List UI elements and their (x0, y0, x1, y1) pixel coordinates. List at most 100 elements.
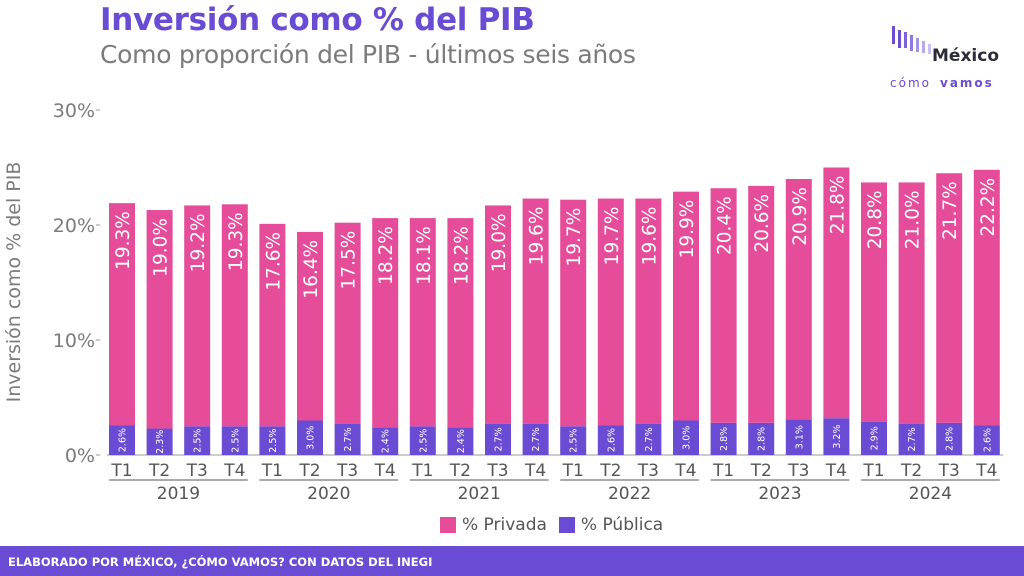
data-label-privada: 20.8% (865, 190, 886, 249)
data-label-publica: 2.3% (155, 430, 166, 454)
y-tick-label: 30% (53, 100, 95, 122)
bar-publica (597, 425, 624, 455)
x-tick-label-quarter: T1 (261, 461, 283, 481)
mexico-como-vamos-logo: México cómo vamos (890, 24, 1010, 94)
x-tick-label-year: 2022 (608, 484, 651, 504)
bar-publica (259, 426, 286, 455)
y-tick-label: 20% (53, 215, 95, 237)
bar-publica (221, 426, 248, 455)
data-label-publica: 2.5% (193, 429, 204, 453)
bar-publica (673, 420, 699, 455)
y-axis-label: Inversión como % del PIB (3, 162, 25, 403)
data-label-privada: 22.2% (978, 178, 999, 237)
bar-publica (710, 422, 737, 455)
x-tick-label-quarter: T2 (599, 461, 621, 481)
data-label-privada: 17.6% (263, 232, 284, 291)
bar-privada (485, 205, 511, 424)
x-tick-label-quarter: T4 (975, 461, 997, 481)
bar-privada (560, 199, 587, 427)
bar-privada (936, 173, 963, 423)
x-tick-label-quarter: T2 (449, 461, 471, 481)
legend-item-publica: % Pública (558, 515, 664, 535)
data-label-privada: 20.9% (790, 187, 811, 246)
data-label-publica: 2.5% (418, 429, 429, 453)
bar-publica (447, 427, 474, 455)
data-label-publica: 2.6% (118, 428, 129, 452)
x-tick-label-quarter: T3 (637, 461, 659, 481)
data-label-publica: 2.5% (268, 429, 279, 453)
data-label-publica: 2.6% (982, 428, 993, 452)
x-tick-label-quarter: T4 (825, 461, 847, 481)
data-label-privada: 19.6% (527, 207, 548, 266)
data-label-publica: 2.8% (945, 427, 956, 451)
bar-privada (259, 223, 286, 427)
data-label-publica: 2.8% (719, 427, 730, 451)
data-label-publica: 2.9% (870, 426, 881, 450)
data-label-publica: 2.5% (569, 429, 580, 453)
bar-publica (823, 418, 850, 455)
data-label-publica: 2.4% (381, 429, 392, 453)
bar-privada (748, 185, 775, 423)
bar-publica (485, 423, 511, 455)
data-label-privada: 19.2% (188, 213, 209, 272)
data-label-privada: 19.0% (489, 213, 510, 272)
legend-swatch-publica (558, 517, 575, 533)
bar-privada (522, 198, 549, 424)
x-tick-label-quarter: T1 (411, 461, 433, 481)
chart-title: Inversión como % del PIB (100, 2, 535, 38)
logo-sub-vamos: vamos (940, 76, 994, 90)
x-tick-label-quarter: T3 (938, 461, 960, 481)
x-tick-label-quarter: T3 (486, 461, 508, 481)
bar-privada (334, 222, 361, 424)
data-label-publica: 2.7% (343, 427, 354, 451)
data-label-privada: 19.3% (113, 211, 134, 270)
bar-publica (973, 425, 1000, 455)
data-label-privada: 18.2% (451, 226, 472, 285)
footer-bar: ELABORADO POR MÉXICO, ¿CÓMO VAMOS? CON D… (0, 546, 1024, 576)
data-label-privada: 18.2% (376, 226, 397, 285)
x-tick-label-quarter: T2 (298, 461, 320, 481)
data-label-privada: 18.1% (414, 226, 435, 285)
data-label-publica: 2.7% (531, 427, 542, 451)
bar-publica (748, 422, 775, 455)
data-label-privada: 19.7% (564, 208, 585, 267)
bar-publica (334, 423, 361, 455)
bar-publica (109, 425, 135, 455)
data-label-privada: 21.8% (827, 176, 848, 235)
logo-name: México (932, 46, 999, 66)
bar-publica (560, 426, 587, 455)
data-label-publica: 2.7% (494, 427, 505, 451)
logo-sub-como: cómo (890, 76, 931, 90)
bar-privada (898, 182, 925, 424)
bar-publica (635, 423, 662, 455)
bar-privada (184, 205, 211, 427)
data-label-publica: 2.4% (456, 429, 467, 453)
data-label-publica: 3.1% (794, 425, 805, 449)
bar-privada (409, 218, 436, 427)
bar-privada (973, 169, 1000, 426)
bar-privada (635, 198, 662, 424)
x-tick-label-quarter: T1 (712, 461, 734, 481)
x-tick-label-quarter: T2 (148, 461, 170, 481)
data-label-publica: 2.6% (606, 428, 617, 452)
footer-text: ELABORADO POR MÉXICO, ¿CÓMO VAMOS? CON D… (8, 555, 433, 569)
bar-privada (109, 203, 135, 426)
legend-swatch-privada (440, 517, 456, 533)
x-tick-label-quarter: T3 (186, 461, 208, 481)
x-tick-label-year: 2020 (307, 484, 350, 504)
data-label-privada: 19.7% (602, 207, 623, 266)
bar-publica (184, 426, 211, 455)
x-tick-label-quarter: T1 (862, 461, 884, 481)
data-label-privada: 21.0% (903, 190, 924, 249)
bar-publica (898, 423, 925, 455)
x-tick-label-year: 2024 (909, 484, 952, 504)
bar-privada (597, 198, 624, 426)
stacked-bar-chart: 0% 10% 20% 30% Inversión como % del PIB 19.3%… (3, 100, 1004, 504)
bar-publica (861, 421, 887, 455)
x-tick-label-quarter: T3 (336, 461, 358, 481)
legend-label-publica: % Pública (580, 515, 664, 535)
data-label-privada: 20.6% (752, 194, 773, 253)
bar-publica (936, 422, 963, 455)
legend-item-privada: % Privada (440, 515, 547, 535)
data-label-privada: 19.0% (151, 218, 172, 277)
